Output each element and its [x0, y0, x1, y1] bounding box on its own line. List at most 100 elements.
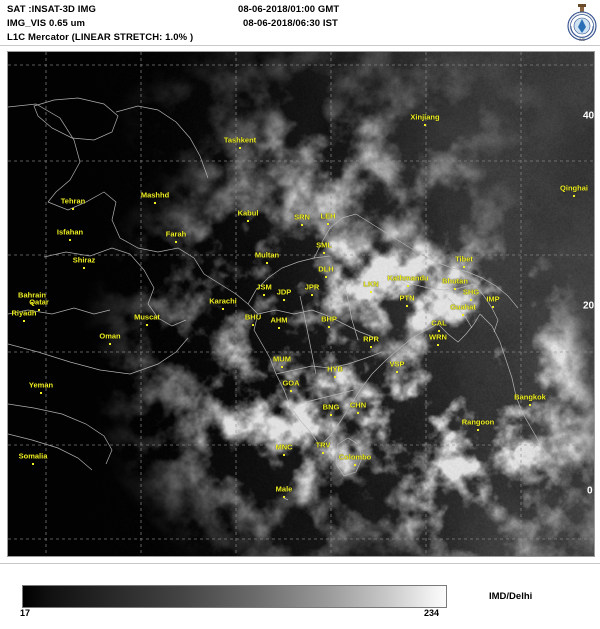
city-label: JSM	[256, 282, 272, 292]
colorbar-divider	[0, 563, 600, 564]
city-marker-dot	[278, 327, 280, 329]
city-label: Male	[275, 484, 293, 494]
latitude-tick-label: 40	[583, 110, 595, 122]
city-marker-dot	[470, 299, 472, 301]
city-marker-dot	[407, 285, 409, 287]
colorbar-panel: 17 234 IMD/Delhi	[0, 563, 600, 629]
city-label: GOA	[282, 378, 300, 388]
timestamp-ist: 08-06-2018/06:30 IST	[243, 18, 338, 29]
city-marker-dot	[283, 299, 285, 301]
city-marker-dot	[492, 306, 494, 308]
city-marker-dot	[247, 220, 249, 222]
city-label: Oman	[99, 331, 121, 341]
city-label: Colombo	[338, 452, 372, 462]
city-label: TRV	[315, 440, 331, 450]
colorbar-max-value: 234	[424, 608, 440, 618]
city-marker-dot	[109, 343, 111, 345]
city-marker-dot	[477, 429, 479, 431]
city-marker-dot	[311, 294, 313, 296]
city-label: RPR	[363, 334, 379, 344]
channel-label: IMG_VIS 0.65 um	[7, 18, 86, 29]
city-marker-dot	[370, 346, 372, 348]
city-label: Riyadh	[11, 308, 37, 318]
colorbar-min-value: 17	[20, 608, 31, 618]
header-divider	[0, 45, 600, 46]
city-marker-dot	[290, 390, 292, 392]
latitude-tick-label: 0	[587, 485, 593, 497]
city-marker-dot	[32, 463, 34, 465]
city-label: BHU	[244, 312, 262, 322]
city-label: Bhutan	[442, 276, 468, 286]
city-label: Muscat	[134, 312, 160, 322]
city-label: Kathmandu	[387, 273, 429, 283]
city-label: Tashkent	[223, 135, 257, 145]
city-label: BNG	[322, 402, 340, 412]
city-label: DLH	[318, 264, 334, 274]
city-label: SHG	[462, 287, 480, 297]
city-marker-dot	[83, 267, 85, 269]
city-marker-dot	[438, 330, 440, 332]
city-marker-dot	[437, 344, 439, 346]
city-label: JDP	[276, 287, 292, 297]
city-marker-dot	[146, 324, 148, 326]
city-marker-dot	[322, 452, 324, 454]
city-label: VSP	[389, 359, 405, 369]
projection-label: L1C Mercator (LINEAR STRETCH: 1.0% )	[7, 32, 194, 43]
city-marker-dot	[40, 392, 42, 394]
city-marker-dot	[154, 202, 156, 204]
city-marker-dot	[266, 262, 268, 264]
city-label: HYB	[327, 364, 343, 374]
city-label: WRN	[429, 332, 447, 342]
city-marker-dot	[396, 371, 398, 373]
coastlines-and-borders	[8, 97, 547, 501]
city-marker-dot	[462, 314, 464, 316]
satellite-label: SAT :INSAT-3D IMG	[7, 4, 96, 15]
city-marker-dot	[529, 404, 531, 406]
city-label: Shiraz	[72, 255, 96, 265]
imd-emblem-icon: IMD	[567, 4, 597, 42]
grayscale-colorbar	[22, 585, 447, 608]
latitude-tick-label: 20	[583, 300, 595, 312]
city-marker-dot	[263, 294, 265, 296]
city-label: Mashhd	[140, 190, 170, 200]
header-bar: SAT :INSAT-3D IMG IMG_VIS 0.65 um L1C Me…	[0, 0, 600, 46]
city-marker-dot	[325, 276, 327, 278]
city-label: Qinghai	[560, 183, 588, 193]
city-marker-dot	[370, 291, 372, 293]
city-marker-dot	[69, 239, 71, 241]
city-marker-dot	[175, 241, 177, 243]
city-marker-dot	[38, 309, 40, 311]
city-label: MUM	[273, 354, 291, 364]
svg-text:IMD: IMD	[579, 38, 586, 42]
city-marker-dot	[222, 308, 224, 310]
satellite-imagery	[8, 52, 594, 556]
city-label: IMP	[486, 294, 500, 304]
city-label: Multan	[254, 250, 280, 260]
city-marker-dot	[323, 252, 325, 254]
city-label: JPR	[304, 282, 320, 292]
city-marker-dot	[252, 324, 254, 326]
city-label: CAL	[431, 318, 447, 328]
city-marker-dot	[463, 266, 465, 268]
city-marker-dot	[328, 326, 330, 328]
timestamp-gmt: 08-06-2018/01:00 GMT	[238, 4, 340, 15]
city-label: Bangkok	[514, 392, 546, 402]
city-marker-dot	[406, 305, 408, 307]
city-label: Guahat	[450, 302, 476, 312]
city-label: Isfahan	[56, 227, 84, 237]
city-label: Somalia	[18, 451, 48, 461]
city-marker-dot	[301, 224, 303, 226]
map-vector-overlay	[8, 52, 594, 556]
city-label: CHN	[349, 400, 367, 410]
satellite-image-panel[interactable]: Tashkent Xinjiang Tehran Mashhd Kabul SRN LEH I…	[7, 51, 595, 557]
city-label: Kabul	[237, 208, 259, 218]
city-label: Bahrain	[18, 290, 46, 300]
city-label: BHP	[321, 314, 337, 324]
city-marker-dot	[357, 412, 359, 414]
city-label: Karachi	[209, 296, 237, 306]
city-marker-dot	[281, 366, 283, 368]
city-label: LKN	[363, 279, 379, 289]
city-label: Yeman	[28, 380, 54, 390]
city-marker-dot	[283, 454, 285, 456]
city-marker-dot	[72, 208, 74, 210]
